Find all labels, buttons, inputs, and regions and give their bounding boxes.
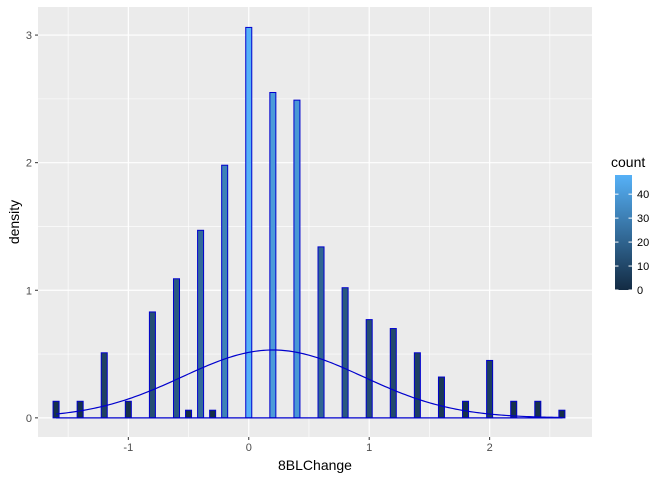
histogram-bar bbox=[534, 400, 542, 419]
histogram-bar bbox=[209, 409, 217, 419]
histogram-bar bbox=[52, 400, 60, 419]
histogram-bar bbox=[462, 400, 470, 419]
histogram-bar bbox=[172, 278, 181, 419]
plot-panel bbox=[38, 7, 592, 437]
histogram-bar bbox=[245, 26, 253, 419]
histogram-bar bbox=[341, 287, 349, 419]
histogram-bar bbox=[148, 311, 156, 419]
histogram-bar bbox=[269, 91, 277, 419]
histogram-bar bbox=[365, 319, 373, 419]
legend-tick-label: 0 bbox=[637, 285, 643, 297]
histogram-bar bbox=[437, 376, 445, 419]
legend-title: count bbox=[611, 154, 645, 170]
y-axis-ticks: 0 1 2 3 bbox=[26, 30, 38, 425]
y-tick-label: 0 bbox=[26, 413, 32, 425]
histogram-bar bbox=[124, 400, 132, 419]
minor-gridlines bbox=[38, 7, 592, 437]
histogram-bar bbox=[389, 328, 397, 419]
histogram-bar bbox=[317, 246, 325, 419]
histogram-bar bbox=[197, 229, 205, 419]
y-tick-label: 1 bbox=[26, 285, 32, 297]
histogram-bar bbox=[413, 352, 421, 419]
legend-tick-label: 30 bbox=[637, 213, 649, 225]
legend-tick-label: 10 bbox=[637, 261, 649, 273]
legend-tick-label: 40 bbox=[637, 189, 649, 201]
x-tick-label: 2 bbox=[487, 442, 493, 454]
count-legend: count 0 10 20 30 40 bbox=[611, 154, 649, 297]
histogram-bar bbox=[221, 164, 229, 419]
histogram-bar bbox=[293, 99, 301, 419]
y-tick-label: 2 bbox=[26, 158, 32, 170]
histogram-bar bbox=[100, 352, 108, 419]
y-axis-title: density bbox=[6, 200, 22, 244]
legend-ticks: 0 10 20 30 40 bbox=[615, 189, 649, 297]
legend-colorbar bbox=[615, 175, 632, 290]
x-tick-label: 0 bbox=[246, 442, 252, 454]
histogram-bars bbox=[52, 26, 566, 419]
legend-tick-label: 20 bbox=[637, 237, 649, 249]
x-tick-label: 1 bbox=[366, 442, 372, 454]
histogram-bar bbox=[185, 409, 193, 419]
histogram-bar bbox=[486, 359, 494, 419]
histogram-bar bbox=[558, 409, 566, 419]
density-curve bbox=[56, 349, 563, 419]
y-tick-label: 3 bbox=[26, 30, 32, 42]
x-axis-ticks: -1 0 1 2 bbox=[123, 437, 493, 454]
x-axis-title: 8BLChange bbox=[278, 457, 352, 473]
x-tick-label: -1 bbox=[123, 442, 133, 454]
histogram-bar bbox=[76, 400, 84, 419]
